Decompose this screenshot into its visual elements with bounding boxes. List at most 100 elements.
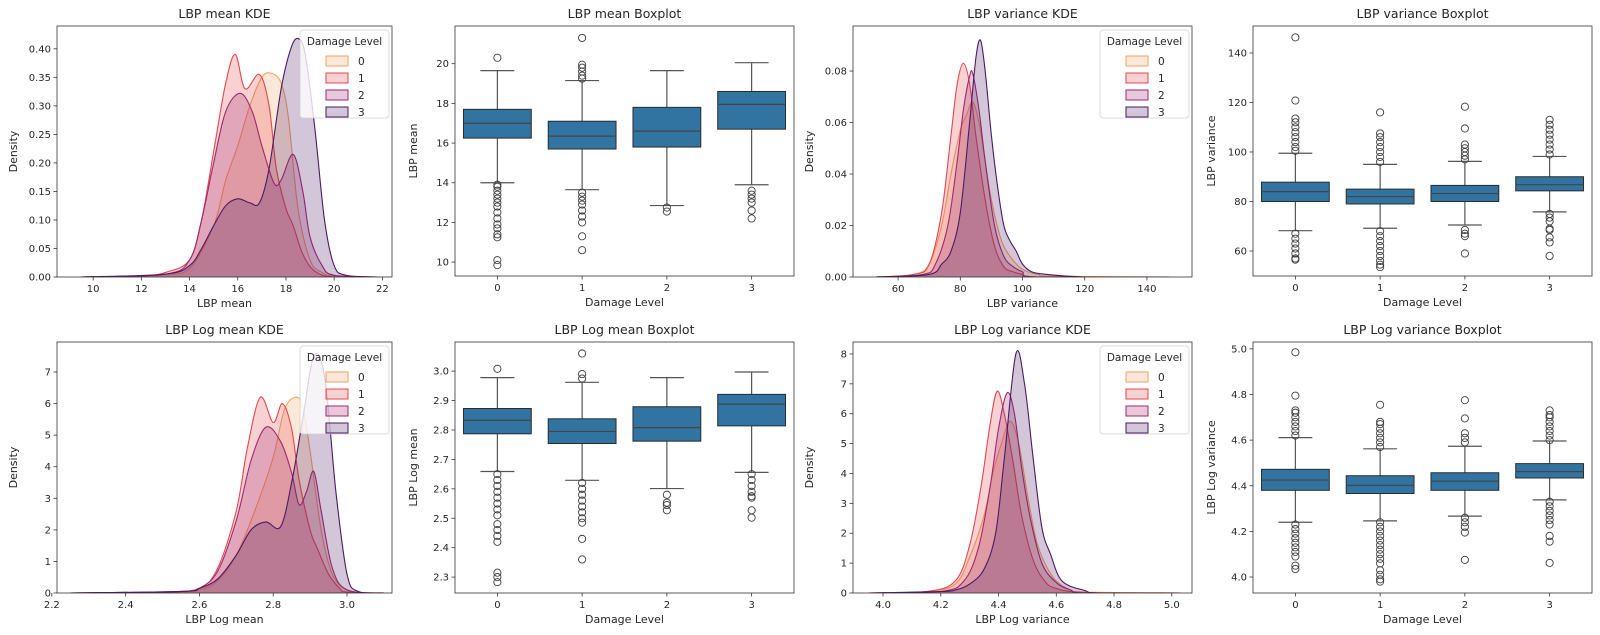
legend-swatch-2 (325, 405, 349, 417)
y-tick-label: 0.04 (825, 170, 847, 181)
x-axis-label: Damage Level (585, 613, 664, 626)
chart-title: LBP mean KDE (178, 6, 270, 21)
kde-area-level-1 (868, 391, 1181, 593)
outlier-point (1376, 566, 1385, 575)
legend-label-1: 1 (358, 73, 365, 85)
outlier-point (1460, 225, 1469, 235)
x-tick-label: 18 (280, 284, 293, 295)
x-tick-label: 5.0 (1164, 600, 1180, 611)
outlier-point (662, 207, 671, 216)
kde-area-level-2 (70, 426, 384, 593)
kde-area-level-0 (81, 72, 378, 277)
outlier-point (578, 534, 587, 543)
axes-frame (852, 341, 1193, 594)
outlier-point (493, 230, 502, 239)
kde-line-level-3 (81, 37, 378, 277)
x-tick-label: 3 (1546, 600, 1552, 611)
legend-frame (1099, 345, 1190, 435)
outlier-point (1460, 429, 1469, 438)
outlier-point (578, 200, 587, 209)
outlier-point (1460, 438, 1469, 447)
outlier-point (1460, 229, 1469, 238)
outlier-point (1545, 431, 1554, 440)
outlier-point (1376, 241, 1385, 251)
legend-swatch-2 (1125, 89, 1149, 101)
y-axis-label: Density (803, 446, 816, 488)
y-tick-label: 100 (1228, 147, 1247, 158)
kde-area-level-0 (70, 397, 384, 593)
legend: Damage Level 0 1 2 3 (299, 29, 390, 119)
y-tick-label: 7 (841, 379, 847, 390)
x-tick-label: 60 (892, 284, 905, 295)
y-tick-label: 5.0 (1231, 344, 1247, 355)
outlier-point (1291, 138, 1300, 147)
y-tick-label: 0.02 (825, 221, 847, 232)
axes-frame (56, 25, 393, 278)
x-tick-label: 0 (494, 600, 500, 611)
outlier-point (662, 203, 671, 212)
outlier-point (493, 499, 502, 508)
y-tick-label: 4 (841, 469, 847, 480)
outlier-point (747, 493, 756, 502)
outlier-point (493, 493, 502, 502)
outlier-point (1545, 406, 1554, 415)
legend: Damage Level 0 1 2 3 (1099, 345, 1190, 435)
box-level-0 (462, 364, 532, 587)
outlier-point (1376, 550, 1385, 559)
legend: Damage Level 0 1 2 3 (299, 345, 390, 435)
y-tick-label: 4 (45, 462, 51, 473)
axes-frame (454, 341, 795, 594)
box-iqr (547, 120, 617, 150)
y-tick-label: 0.30 (29, 101, 51, 112)
outlier-point (1545, 135, 1554, 144)
outlier-point (493, 475, 502, 485)
outlier-point (493, 214, 502, 223)
y-tick-label: 0.20 (29, 158, 51, 169)
outlier-point (493, 525, 502, 535)
outlier-point (662, 490, 671, 499)
x-tick-label: 4.4 (991, 600, 1007, 611)
outlier-point (1291, 406, 1300, 415)
outlier-point (1460, 396, 1469, 405)
legend: Damage Level 0 1 2 3 (1099, 29, 1190, 119)
outlier-point (493, 578, 502, 587)
y-tick-label: 0.00 (29, 273, 51, 284)
kde-line-level-3 (876, 39, 1169, 277)
y-axis-label: LBP Log mean (407, 428, 420, 506)
outlier-point (1545, 410, 1554, 420)
outlier-point (1545, 558, 1554, 567)
outlier-point (493, 220, 502, 229)
axes-frame (1252, 25, 1593, 277)
plot-area (1260, 348, 1585, 586)
outlier-point (1376, 420, 1385, 429)
y-tick-label: 2.9 (433, 396, 449, 407)
legend-frame (299, 29, 390, 119)
box-iqr (717, 90, 787, 130)
outlier-point (1545, 497, 1554, 506)
outlier-point (747, 214, 756, 223)
y-tick-label: 3.0 (433, 367, 449, 378)
legend-label-3: 3 (1158, 423, 1165, 435)
x-tick-label: 10 (87, 284, 100, 295)
boxplot-panel: LBP variance Boxplot Damage Level LBP vari… (1205, 6, 1593, 309)
outlier-point (1545, 422, 1554, 431)
y-tick-label: 0.40 (29, 44, 51, 55)
outlier-point (493, 224, 502, 233)
outlier-point (578, 496, 587, 505)
box-iqr (1515, 176, 1585, 192)
outlier-point (1291, 255, 1300, 264)
kde-area-level-2 (81, 93, 378, 277)
chart-title: LBP Log mean KDE (165, 322, 284, 337)
y-tick-label: 6 (45, 399, 51, 410)
outlier-point (1291, 422, 1300, 431)
outlier-point (578, 349, 587, 358)
kde-line-level-0 (876, 101, 1169, 277)
outlier-point (747, 186, 756, 195)
y-axis-label: Density (803, 130, 816, 172)
outlier-point (493, 198, 502, 207)
outlier-point (1376, 577, 1385, 586)
outlier-point (1545, 511, 1554, 520)
outlier-point (1376, 518, 1385, 527)
y-axis-label: LBP variance (1205, 115, 1218, 186)
outlier-point (578, 33, 587, 42)
